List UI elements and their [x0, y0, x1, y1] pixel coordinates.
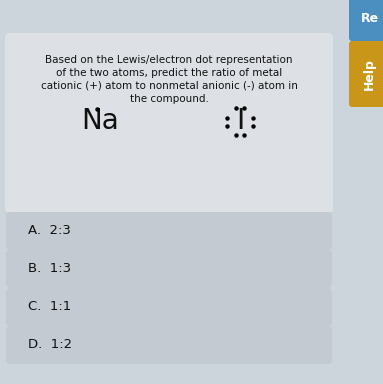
- Text: cationic (+) atom to nonmetal anionic (-) atom in: cationic (+) atom to nonmetal anionic (-…: [41, 81, 298, 91]
- Text: Na: Na: [81, 107, 119, 135]
- FancyBboxPatch shape: [349, 41, 383, 107]
- FancyBboxPatch shape: [6, 326, 332, 364]
- FancyBboxPatch shape: [6, 288, 332, 326]
- Text: B.  1:3: B. 1:3: [28, 263, 71, 275]
- Text: D.  1:2: D. 1:2: [28, 339, 72, 351]
- FancyBboxPatch shape: [6, 212, 332, 250]
- Text: Re: Re: [360, 13, 378, 25]
- Text: I: I: [236, 107, 244, 135]
- FancyBboxPatch shape: [349, 0, 383, 41]
- Text: Help: Help: [363, 58, 376, 90]
- FancyBboxPatch shape: [6, 250, 332, 288]
- Text: A.  2:3: A. 2:3: [28, 225, 71, 237]
- Text: C.  1:1: C. 1:1: [28, 301, 71, 313]
- Text: of the two atoms, predict the ratio of metal: of the two atoms, predict the ratio of m…: [56, 68, 282, 78]
- Text: Based on the Lewis/electron dot representation: Based on the Lewis/electron dot represen…: [45, 55, 293, 65]
- FancyBboxPatch shape: [5, 33, 333, 213]
- Text: the compound.: the compound.: [129, 94, 208, 104]
